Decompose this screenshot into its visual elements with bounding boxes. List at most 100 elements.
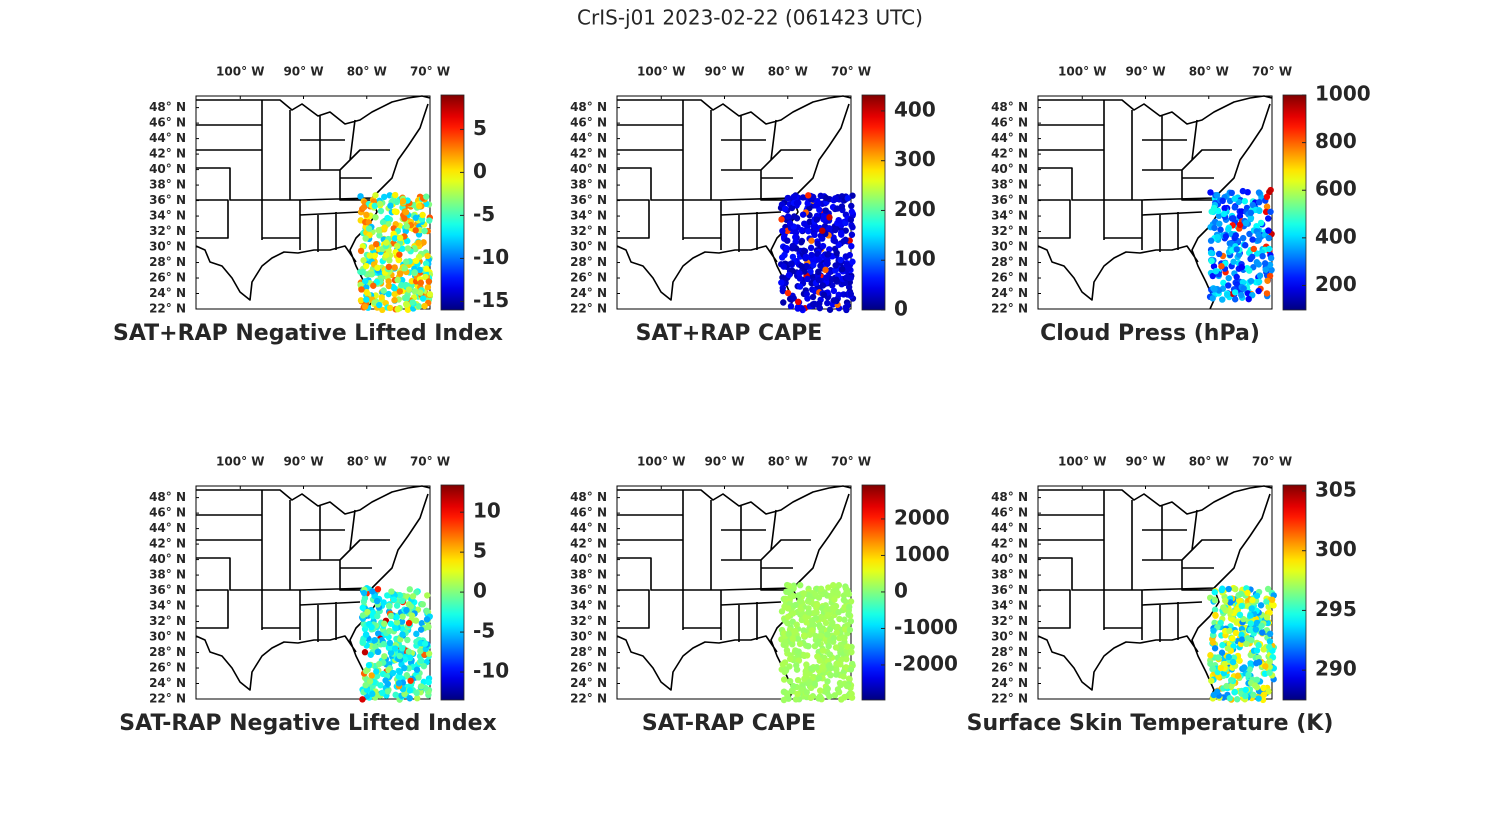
observation-dot bbox=[1225, 653, 1233, 661]
lat-tick-label: 22° N bbox=[570, 302, 607, 316]
lat-tick-label: 40° N bbox=[570, 552, 607, 566]
observation-dot bbox=[806, 678, 813, 686]
observation-dot bbox=[419, 601, 426, 608]
observation-dot bbox=[796, 640, 804, 648]
observation-dot bbox=[808, 251, 815, 259]
observation-dot bbox=[805, 192, 812, 199]
observation-dot bbox=[380, 640, 388, 648]
observation-dot bbox=[809, 193, 817, 201]
observation-dot bbox=[847, 216, 855, 224]
observation-dot bbox=[792, 601, 799, 609]
observation-dot bbox=[363, 289, 370, 296]
lon-tick-label: 80° W bbox=[768, 455, 808, 469]
observation-dot bbox=[812, 632, 819, 640]
observation-dot bbox=[371, 636, 378, 644]
observation-dot bbox=[781, 668, 788, 676]
observation-dot bbox=[396, 234, 404, 242]
lat-tick-label: 40° N bbox=[149, 162, 186, 176]
observation-dot bbox=[362, 667, 370, 675]
observation-dot bbox=[389, 669, 397, 677]
observation-dot bbox=[813, 216, 821, 223]
observation-dot bbox=[378, 294, 385, 301]
lat-tick-label: 32° N bbox=[149, 614, 186, 628]
observation-dot bbox=[404, 636, 411, 644]
observation-dot bbox=[786, 220, 794, 227]
observation-dot bbox=[422, 273, 429, 281]
observation-dot bbox=[1238, 631, 1245, 639]
colorbar bbox=[1282, 94, 1307, 311]
lon-tick-label: 80° W bbox=[347, 455, 387, 469]
observation-dot bbox=[849, 258, 856, 265]
observation-dot bbox=[848, 242, 855, 250]
lat-tick-label: 44° N bbox=[570, 521, 607, 535]
observation-dot bbox=[785, 588, 792, 596]
observation-dot bbox=[357, 193, 364, 200]
lat-tick-label: 28° N bbox=[570, 645, 607, 659]
observation-dot bbox=[402, 227, 409, 235]
observation-dot bbox=[819, 663, 826, 670]
observation-dot bbox=[1237, 590, 1245, 598]
observation-dot bbox=[1256, 272, 1264, 279]
observation-dot bbox=[420, 662, 428, 670]
colorbar bbox=[440, 94, 465, 311]
lat-tick-label: 34° N bbox=[149, 209, 186, 223]
lat-tick-label: 38° N bbox=[570, 178, 607, 192]
observation-dot bbox=[800, 590, 807, 597]
observation-dot bbox=[1242, 219, 1250, 227]
lon-tick-label: 70° W bbox=[831, 455, 871, 469]
observation-dot bbox=[1213, 191, 1221, 199]
lat-tick-label: 40° N bbox=[149, 552, 186, 566]
observation-dot bbox=[387, 649, 395, 656]
observation-dot bbox=[1240, 285, 1247, 292]
observation-dot bbox=[1266, 188, 1273, 196]
observation-dot bbox=[401, 215, 408, 222]
lon-tick-label: 100° W bbox=[637, 455, 685, 469]
observation-dot bbox=[785, 271, 793, 279]
observation-dot bbox=[813, 602, 821, 609]
colorbar bbox=[861, 94, 886, 311]
observation-dot bbox=[833, 276, 840, 283]
observation-dot bbox=[807, 268, 814, 275]
observation-dot bbox=[830, 297, 838, 304]
observation-dot bbox=[780, 263, 788, 270]
observation-dot bbox=[1259, 252, 1266, 260]
colorbar-tick-label: 200 bbox=[1315, 272, 1357, 296]
observation-dot bbox=[1210, 263, 1218, 270]
observation-dot bbox=[1231, 688, 1239, 696]
observation-dot bbox=[361, 303, 369, 310]
observation-dot bbox=[1255, 659, 1263, 666]
observation-dot bbox=[401, 656, 409, 663]
observation-dot bbox=[387, 612, 395, 620]
observation-dot bbox=[421, 227, 428, 235]
observation-dot bbox=[408, 612, 416, 619]
observation-dot bbox=[815, 276, 823, 284]
observation-dot bbox=[384, 214, 391, 222]
observation-dot bbox=[783, 690, 791, 697]
lat-tick-label: 38° N bbox=[149, 178, 186, 192]
observation-dot bbox=[1222, 597, 1229, 604]
observation-dot bbox=[371, 252, 378, 259]
observation-dot bbox=[362, 278, 369, 285]
lat-tick-label: 24° N bbox=[570, 286, 607, 300]
observation-dot bbox=[1260, 684, 1267, 692]
lat-tick-label: 32° N bbox=[570, 224, 607, 238]
map-panel: 100° W 90° W 80° W 70° W 22° N 24° N26° N 28° … bbox=[570, 455, 958, 737]
observation-dot bbox=[360, 589, 368, 597]
observation-dot bbox=[426, 291, 434, 298]
observation-dot bbox=[417, 647, 424, 655]
observation-dot bbox=[816, 304, 824, 312]
lat-tick-label: 32° N bbox=[149, 224, 186, 238]
colorbar-tick-label: 290 bbox=[1315, 657, 1357, 681]
observation-dot bbox=[805, 642, 812, 650]
observation-dot bbox=[357, 247, 365, 255]
observation-dot bbox=[424, 283, 432, 291]
observation-dot bbox=[1263, 203, 1271, 210]
observation-dot bbox=[1266, 609, 1273, 616]
lat-tick-label: 48° N bbox=[149, 490, 186, 504]
observation-dot bbox=[1266, 630, 1274, 638]
observation-dot bbox=[1249, 236, 1256, 243]
observation-dot bbox=[392, 691, 399, 699]
lat-tick-label: 28° N bbox=[570, 255, 607, 269]
observation-dot bbox=[384, 592, 391, 599]
observation-dot bbox=[827, 672, 834, 679]
